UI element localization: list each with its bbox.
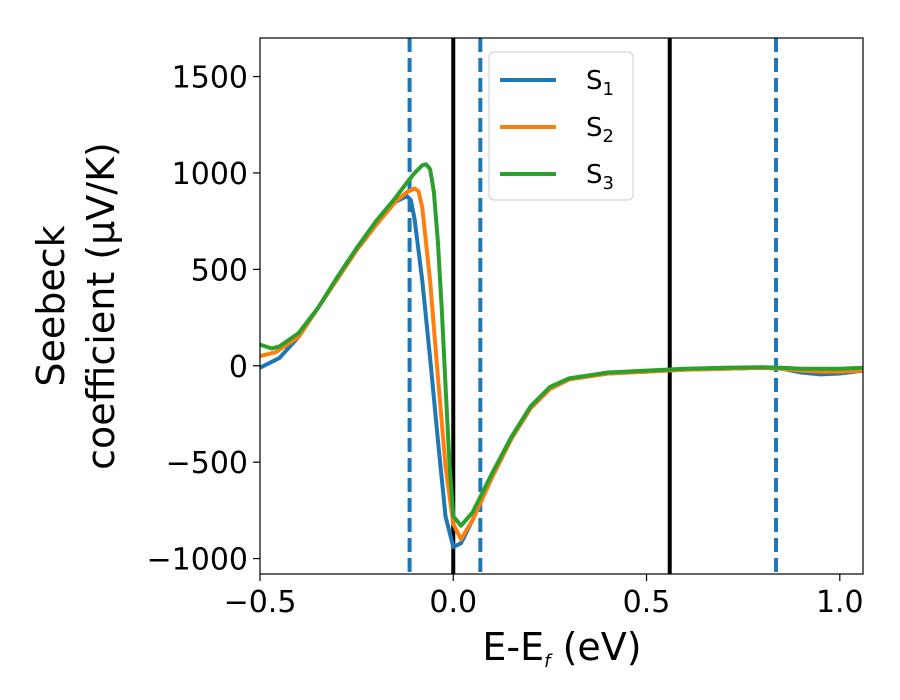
y-tick-label: −500 [166,446,248,481]
y-axis-label-line2: coefficient (μV/K) [79,142,123,470]
y-tick-label: 500 [191,253,248,288]
x-axis-ticks: −0.5 0.0 0.5 1.0 [224,574,864,620]
series-line-s1 [260,196,863,547]
y-axis-ticks: −1000 −500 0 500 1000 1500 [147,61,260,578]
x-tick-label: −0.5 [224,585,297,620]
series-line-s2 [260,188,863,539]
series-line-s3 [260,164,863,526]
y-tick-label: 1000 [172,157,248,192]
y-axis-label: Seebeck coefficient (μV/K) [29,142,123,470]
y-axis-label-line1: Seebeck [29,225,73,386]
series-lines [260,164,863,547]
seebeck-chart: −0.5 0.0 0.5 1.0 −1000 −500 0 500 1000 1500 E-Ef… [0,0,900,700]
x-tick-label: 1.0 [816,585,864,620]
y-tick-label: −1000 [147,543,248,578]
x-axis-label: E-Ef (eV) [482,625,641,672]
x-tick-label: 0.0 [429,585,477,620]
y-tick-label: 0 [229,350,248,385]
x-tick-label: 0.5 [623,585,671,620]
y-tick-label: 1500 [172,61,248,96]
